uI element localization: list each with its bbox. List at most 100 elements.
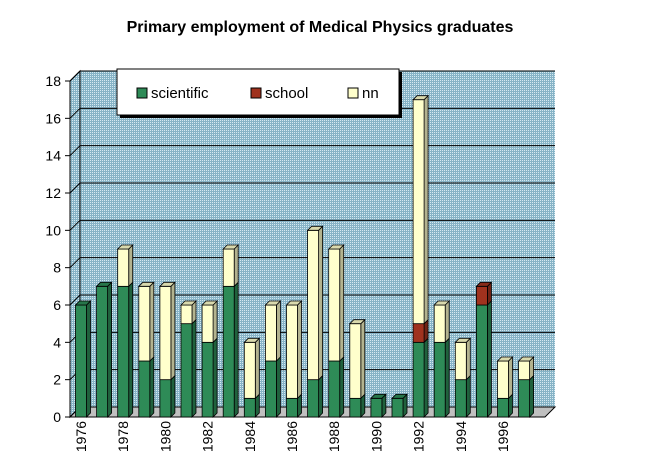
bar-school-1995 [475,285,488,306]
bar-side-nn-1980 [170,281,176,381]
gridline-side [69,70,81,82]
bar-top-1981 [180,300,197,306]
bar-side-scientific-1993 [444,337,450,418]
bar-side-scientific-1988 [339,356,345,418]
bar-side-nn-1987 [318,225,324,381]
bar-nn-1983 [222,248,235,287]
bar-side-nn-1994 [465,337,471,381]
bar-scientific-1982 [201,341,214,418]
bar-top-1984 [243,337,261,343]
bar-top-1987 [306,225,324,231]
x-tick-label: 1986 [284,421,300,452]
bar-top-1991 [391,393,408,399]
x-tick-label: 1988 [326,421,342,452]
bar-scientific-1986 [286,397,298,418]
bar-side-nn-1978 [128,244,134,288]
bar-top-1986 [285,300,303,306]
gridline-side [69,257,81,269]
y-tick-label: 16 [45,110,61,126]
bar-nn-1996 [497,360,509,399]
bar-top-1996 [496,356,514,362]
bar-scientific-1989 [349,397,362,418]
bar-top-1976 [74,300,92,306]
bar-nn-1980 [159,285,172,381]
bar-scientific-1988 [328,360,341,418]
gridline-side [69,182,81,194]
bar-side-scientific-1987 [318,374,324,418]
bar-side-scientific-1981 [191,318,197,418]
bar-nn-1988 [328,248,341,362]
bar-side-nn-1992 [423,94,429,325]
y-tick-label: 6 [53,297,61,313]
bar-side-nn-1984 [254,337,260,400]
gridline-side [69,294,81,306]
bar-scientific-1996 [497,397,509,418]
bar-scientific-1985 [264,360,277,418]
legend: scientific school nn [116,68,402,118]
x-tick-label: 1978 [115,421,131,452]
y-tick-label: 8 [53,260,61,276]
legend-label-school: school [265,85,308,102]
y-tick-label: 12 [45,185,61,201]
gridline-side [69,145,81,157]
x-tick-label: 1976 [73,421,89,452]
bar-scientific-1995 [475,304,488,418]
bar-side-scientific-1983 [233,281,239,418]
bar-nn-1994 [454,341,467,381]
bar-top-1997 [517,356,535,362]
bar-nn-1979 [138,285,151,362]
y-tick-label: 4 [53,334,61,350]
bar-nn-1984 [243,341,256,399]
chart-title: Primary employment of Medical Physics gr… [126,19,514,36]
x-tick-label: 1992 [411,421,427,452]
bar-top-1993 [433,300,451,306]
bar-side-scientific-1992 [423,337,429,418]
bar-side-scientific-1979 [149,356,155,418]
y-tick-label: 18 [45,73,61,89]
x-tick-label: 1990 [368,421,384,452]
bar-side-nn-1988 [339,244,345,362]
bar-side-scientific-1985 [275,356,281,418]
x-tick-label: 1996 [495,421,511,452]
bar-top-1978 [116,244,134,250]
y-tick-label: 0 [53,409,61,425]
bar-side-scientific-1976 [86,300,91,418]
bar-top-1985 [264,300,282,306]
bar-scientific-1980 [159,379,172,418]
bar-top-1983 [222,244,240,250]
bar-scientific-1987 [307,379,320,418]
bar-side-scientific-1980 [170,374,176,418]
legend-swatch-nn [347,87,359,99]
y-tick-labels: 0 2 4 6 8 10 12 14 16 18 [45,73,61,425]
bar-scientific-1994 [454,379,467,418]
y-tick-label: 14 [45,148,61,164]
bar-side-nn-1979 [149,281,155,362]
bar-nn-1987 [307,229,320,381]
bar-nn-1992 [412,99,425,325]
bar-school-1992 [412,323,425,343]
legend-label-nn: nn [362,85,379,102]
bar-nn-1997 [518,360,530,381]
bar-scientific-1997 [518,379,530,418]
x-tick-label: 1984 [242,421,258,452]
y-tick-label: 2 [53,372,61,388]
x-tick-labels: 1976 1978 1980 1982 1984 1986 1988 1990 1992 1994… [73,421,511,452]
bar-scientific-1981 [180,323,193,418]
bar-top-1994 [454,337,472,343]
bars [74,94,535,418]
bar-side-scientific-1997 [529,374,534,418]
x-tick-label: 1982 [200,421,216,452]
legend-swatch-scientific [136,87,148,99]
gridline-side [69,219,81,231]
x-tick-label: 1980 [157,421,173,452]
bar-top-1980 [158,281,176,287]
bar-side-nn-1986 [297,300,302,400]
bar-nn-1986 [286,304,298,399]
bar-scientific-1990 [370,397,383,418]
bar-side-nn-1993 [444,300,450,344]
bar-side-scientific-1978 [128,281,134,418]
bar-top-1979 [137,281,155,287]
bar-top-1995 [475,281,493,287]
bar-scientific-1983 [222,285,235,418]
